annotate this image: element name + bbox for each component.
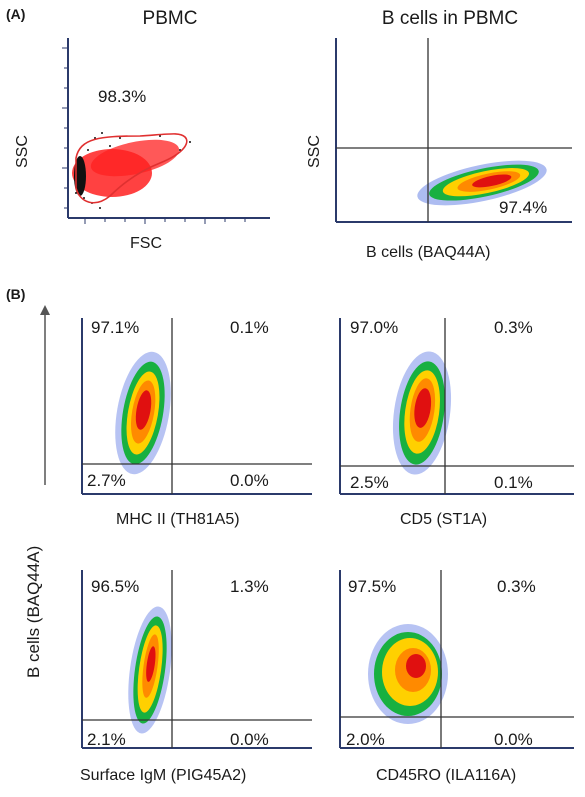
- plot-b3-upper-right-percent: 1.3%: [230, 577, 269, 596]
- plot-a1-x-label: FSC: [130, 235, 162, 252]
- shared-y-axis-arrow: [40, 305, 50, 485]
- plot-a1-events: [72, 132, 191, 209]
- plot-a1-title: PBMC: [142, 8, 198, 29]
- plot-b3-lower-right-percent: 0.0%: [230, 730, 269, 749]
- plot-b1-density: [115, 351, 171, 475]
- plot-b3-x-label: Surface IgM (PIG45A2): [80, 767, 247, 784]
- plot-b4-upper-left-percent: 97.5%: [348, 577, 397, 596]
- plot-b1-quadrant-lines: [82, 318, 312, 494]
- plot-b1-lower-right-percent: 0.0%: [230, 471, 269, 490]
- plot-a1-scatter: [62, 38, 270, 224]
- plot-b2-upper-right-percent: 0.3%: [494, 318, 533, 337]
- plot-b4-x-label: CD45RO (ILA116A): [376, 767, 517, 784]
- plot-b4-scatter: [339, 570, 574, 749]
- plot-b4-lower-left-percent: 2.0%: [346, 730, 385, 749]
- plot-a1-gate-percent: 98.3%: [98, 87, 147, 106]
- plot-b1-axes: [81, 318, 312, 495]
- plot-a2-title: B cells in PBMC: [381, 8, 519, 29]
- plot-a1-axes: [62, 38, 270, 224]
- plot-b2-axes: [339, 318, 574, 495]
- plot-a2-x-label: B cells (BAQ44A): [366, 244, 491, 261]
- plot-b2-scatter: [339, 318, 574, 495]
- plot-b3-density: [128, 606, 172, 734]
- plot-b2-lower-right-percent: 0.1%: [494, 473, 533, 492]
- plot-a1-gate: [75, 133, 188, 204]
- plot-b3-lower-left-percent: 2.1%: [87, 730, 126, 749]
- plot-b1-upper-left-percent: 97.1%: [91, 318, 140, 337]
- plot-b2-x-label: CD5 (ST1A): [400, 511, 488, 528]
- panel-b-label: (B): [6, 286, 26, 302]
- plot-a2-quadrant-lines: [336, 38, 572, 222]
- plot-a2-axes: [335, 38, 572, 223]
- plot-b1-lower-left-percent: 2.7%: [87, 471, 126, 490]
- plot-b1-upper-right-percent: 0.1%: [230, 318, 269, 337]
- plot-a1-y-label: SSC: [14, 135, 31, 168]
- plot-b4-upper-right-percent: 0.3%: [497, 577, 536, 596]
- plot-b4-quadrant-lines: [340, 570, 574, 748]
- shared-y-label: B cells (BAQ44A): [24, 545, 43, 678]
- plot-b1-scatter: [81, 318, 312, 495]
- plot-b2-upper-left-percent: 97.0%: [350, 318, 399, 337]
- plot-a2-density: [417, 160, 547, 206]
- plot-a2-gate-percent: 97.4%: [499, 198, 548, 217]
- plot-b4-lower-right-percent: 0.0%: [494, 730, 533, 749]
- panel-a-label: (A): [6, 6, 26, 22]
- plot-b2-lower-left-percent: 2.5%: [350, 473, 389, 492]
- plot-b4-axes: [339, 570, 574, 749]
- plot-a2-scatter: [335, 38, 572, 223]
- plot-a2-y-label: SSC: [306, 135, 323, 168]
- plot-b4-density: [368, 624, 448, 724]
- plot-b2-density: [392, 351, 452, 475]
- plot-b3-axes: [81, 570, 312, 749]
- plot-b3-scatter: [81, 570, 312, 749]
- plot-b3-upper-left-percent: 96.5%: [91, 577, 140, 596]
- plot-b1-x-label: MHC II (TH81A5): [116, 511, 240, 528]
- plot-b3-quadrant-lines: [82, 570, 312, 748]
- plot-b2-quadrant-lines: [340, 318, 574, 494]
